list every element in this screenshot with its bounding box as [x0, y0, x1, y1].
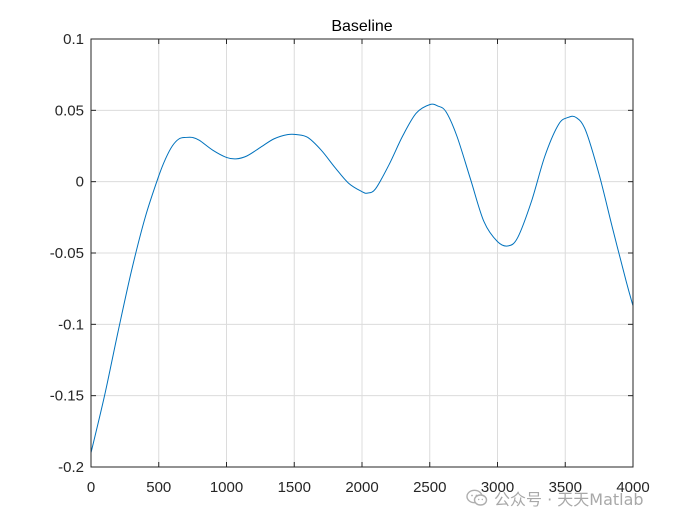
- x-tick-label: 2500: [413, 479, 446, 496]
- tick-marks: [90, 38, 634, 468]
- y-tick-label: 0: [76, 174, 84, 191]
- y-tick-label: -0.2: [58, 459, 84, 476]
- x-tick-label: 3500: [549, 479, 582, 496]
- y-tick-label: -0.05: [50, 245, 84, 262]
- x-tick-label: 3000: [481, 479, 514, 496]
- x-tick-label: 2000: [345, 479, 378, 496]
- series-layer: [90, 103, 634, 453]
- x-tick-label: 1000: [210, 479, 243, 496]
- wechat-icon: [466, 489, 488, 506]
- y-tick-label: 0.1: [63, 31, 84, 48]
- x-tick-labels: 0 500 1000 1500 2000 2500 3000 3500 4000: [87, 479, 650, 496]
- watermark: 公众号 · 天天Matlab: [466, 486, 644, 510]
- grid: [91, 39, 633, 467]
- series-line-0: [90, 103, 634, 453]
- chart-title: Baseline: [331, 18, 392, 35]
- watermark-text: 公众号 · 天天Matlab: [494, 490, 644, 509]
- y-tick-label: -0.1: [58, 316, 84, 333]
- y-tick-label: -0.15: [50, 388, 84, 405]
- y-tick-labels: -0.2 -0.15 -0.1 -0.05 0 0.05 0.1: [50, 31, 84, 476]
- x-tick-label: 0: [87, 479, 95, 496]
- y-tick-label: 0.05: [55, 102, 84, 119]
- x-tick-label: 4000: [616, 479, 649, 496]
- x-tick-label: 1500: [278, 479, 311, 496]
- x-tick-label: 500: [146, 479, 171, 496]
